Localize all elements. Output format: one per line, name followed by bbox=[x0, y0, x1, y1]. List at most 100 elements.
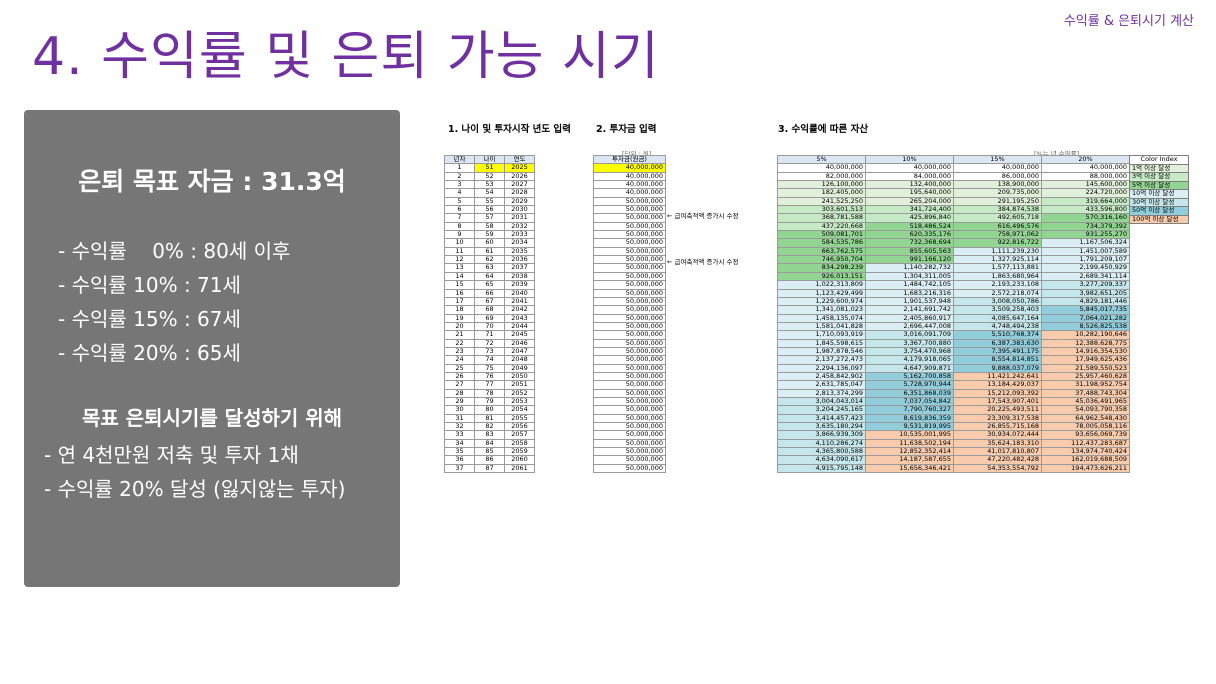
investment-cell: 50,000,000 bbox=[593, 405, 666, 415]
year-cell: 2060 bbox=[504, 455, 535, 465]
year-index-cell: 14 bbox=[444, 271, 475, 282]
year-cell: 2029 bbox=[504, 196, 535, 207]
asset-cell: 1,901,537,948 bbox=[865, 296, 954, 307]
asset-cell: 758,971,062 bbox=[953, 230, 1042, 240]
asset-cell: 1,123,429,499 bbox=[777, 288, 866, 298]
age-cell: 68 bbox=[474, 305, 505, 315]
asset-cell: 4,634,090,617 bbox=[777, 455, 866, 465]
year-cell: 2059 bbox=[504, 447, 535, 457]
table-row: 437,220,668 518,486,524 616,496,576 734,379… bbox=[777, 221, 1130, 232]
table-row: 21 71 2045 bbox=[444, 330, 535, 340]
asset-cell: 3,509,258,403 bbox=[953, 305, 1042, 315]
table-row: 509,081,701 620,335,176 758,971,062 931,255… bbox=[777, 230, 1130, 240]
table-row: 50,000,000 bbox=[593, 455, 666, 465]
year-index-cell: 23 bbox=[444, 346, 475, 357]
year-index-cell: 26 bbox=[444, 371, 475, 382]
table-row: 31 81 2055 bbox=[444, 413, 535, 424]
asset-cell: 37,488,743,304 bbox=[1041, 388, 1130, 398]
table-row: 1,845,598,615 3,367,700,880 6,387,383,630 1… bbox=[777, 338, 1130, 348]
asset-cell: 8,619,836,359 bbox=[865, 413, 954, 424]
asset-cell: 2,193,233,108 bbox=[953, 280, 1042, 290]
age-cell: 52 bbox=[474, 171, 505, 182]
asset-cell: 17,949,625,436 bbox=[1041, 355, 1130, 365]
table-row: 241,525,250 265,204,000 291,195,250 319,664… bbox=[777, 196, 1130, 207]
investment-cell: 50,000,000 bbox=[593, 355, 666, 365]
return-item: - 수익률 20% : 65세 bbox=[58, 341, 241, 365]
asset-cell: 13,184,429,037 bbox=[953, 380, 1042, 390]
age-cell: 77 bbox=[474, 380, 505, 390]
table-row: 40,000,000 bbox=[593, 180, 666, 190]
asset-cell: 1,581,041,828 bbox=[777, 321, 866, 332]
asset-cell: 4,110,286,274 bbox=[777, 438, 866, 449]
note-1: ← 급여축적액 증가시 수정 bbox=[667, 212, 739, 220]
asset-cell: 93,656,069,739 bbox=[1041, 430, 1130, 440]
investment-cell: 50,000,000 bbox=[593, 238, 666, 248]
age-cell: 72 bbox=[474, 338, 505, 348]
table-row: 17 67 2041 bbox=[444, 296, 535, 307]
investment-cell: 50,000,000 bbox=[593, 230, 666, 240]
asset-cell: 7,037,054,842 bbox=[865, 396, 954, 407]
asset-cell: 922,816,722 bbox=[953, 238, 1042, 248]
asset-cell: 1,577,113,881 bbox=[953, 263, 1042, 273]
investment-cell: 50,000,000 bbox=[593, 221, 666, 232]
age-cell: 73 bbox=[474, 346, 505, 357]
table-row: 50,000,000 bbox=[593, 296, 666, 307]
year-cell: 2050 bbox=[504, 371, 535, 382]
legend-item: 3억 이상 달성 bbox=[1129, 172, 1189, 182]
year-cell: 2034 bbox=[504, 238, 535, 248]
asset-cell: 84,000,000 bbox=[865, 171, 954, 182]
year-index-cell: 21 bbox=[444, 330, 475, 340]
column-header: 나이 bbox=[474, 154, 505, 165]
table-row: 3,004,043,014 7,037,054,842 17,543,907,401… bbox=[777, 396, 1130, 407]
table-row: 2,458,842,902 5,162,700,858 11,421,242,641… bbox=[777, 371, 1130, 382]
asset-cell: 14,187,587,655 bbox=[865, 455, 954, 465]
table-row: 1,987,878,546 3,754,470,968 7,395,491,175 1… bbox=[777, 346, 1130, 357]
asset-cell: 6,387,383,630 bbox=[953, 338, 1042, 348]
table-row: 2,294,136,097 4,647,909,871 9,888,037,079 2… bbox=[777, 363, 1130, 373]
investment-cell: 50,000,000 bbox=[593, 255, 666, 265]
age-cell: 71 bbox=[474, 330, 505, 340]
table-row: 1,123,429,499 1,683,216,316 2,572,218,074 3… bbox=[777, 288, 1130, 298]
column-header: 15% bbox=[953, 154, 1042, 165]
age-cell: 60 bbox=[474, 238, 505, 248]
table-row: 11 61 2035 bbox=[444, 246, 535, 257]
asset-cell: 1,845,598,615 bbox=[777, 338, 866, 348]
asset-cell: 64,962,548,430 bbox=[1041, 413, 1130, 424]
asset-cell: 1,683,216,316 bbox=[865, 288, 954, 298]
column-header: 년차 bbox=[444, 154, 475, 165]
asset-cell: 2,405,860,917 bbox=[865, 313, 954, 323]
asset-cell: 1,451,007,589 bbox=[1041, 246, 1130, 257]
year-index-cell: 19 bbox=[444, 313, 475, 323]
asset-cell: 182,405,000 bbox=[777, 188, 866, 198]
year-cell: 2054 bbox=[504, 405, 535, 415]
table-row: 16 66 2040 bbox=[444, 288, 535, 298]
year-cell: 2030 bbox=[504, 205, 535, 215]
table-row: 15 65 2039 bbox=[444, 280, 535, 290]
year-index-cell: 5 bbox=[444, 196, 475, 207]
asset-cell: 134,974,740,424 bbox=[1041, 447, 1130, 457]
table-row: 50,000,000 bbox=[593, 280, 666, 290]
year-index-cell: 34 bbox=[444, 438, 475, 449]
asset-cell: 5,728,970,944 bbox=[865, 380, 954, 390]
asset-cell: 570,316,160 bbox=[1041, 213, 1130, 223]
asset-cell: 35,624,183,310 bbox=[953, 438, 1042, 449]
asset-cell: 224,720,000 bbox=[1041, 188, 1130, 198]
table-row: 50,000,000 bbox=[593, 246, 666, 257]
asset-cell: 4,647,909,871 bbox=[865, 363, 954, 373]
year-index-cell: 13 bbox=[444, 263, 475, 273]
asset-cell: 7,790,760,327 bbox=[865, 405, 954, 415]
table-row: 1 51 2025 bbox=[444, 163, 535, 173]
table-row: 40,000,000 bbox=[593, 163, 666, 173]
year-cell: 2039 bbox=[504, 280, 535, 290]
age-cell: 56 bbox=[474, 205, 505, 215]
table-row: 34 84 2058 bbox=[444, 438, 535, 449]
investment-cell: 50,000,000 bbox=[593, 213, 666, 223]
year-index-cell: 9 bbox=[444, 230, 475, 240]
asset-cell: 3,982,651,205 bbox=[1041, 288, 1130, 298]
asset-cell: 40,000,000 bbox=[777, 163, 866, 173]
asset-cell: 10,535,001,995 bbox=[865, 430, 954, 440]
year-cell: 2047 bbox=[504, 346, 535, 357]
investment-cell: 50,000,000 bbox=[593, 363, 666, 373]
asset-cell: 45,036,491,965 bbox=[1041, 396, 1130, 407]
year-cell: 2031 bbox=[504, 213, 535, 223]
